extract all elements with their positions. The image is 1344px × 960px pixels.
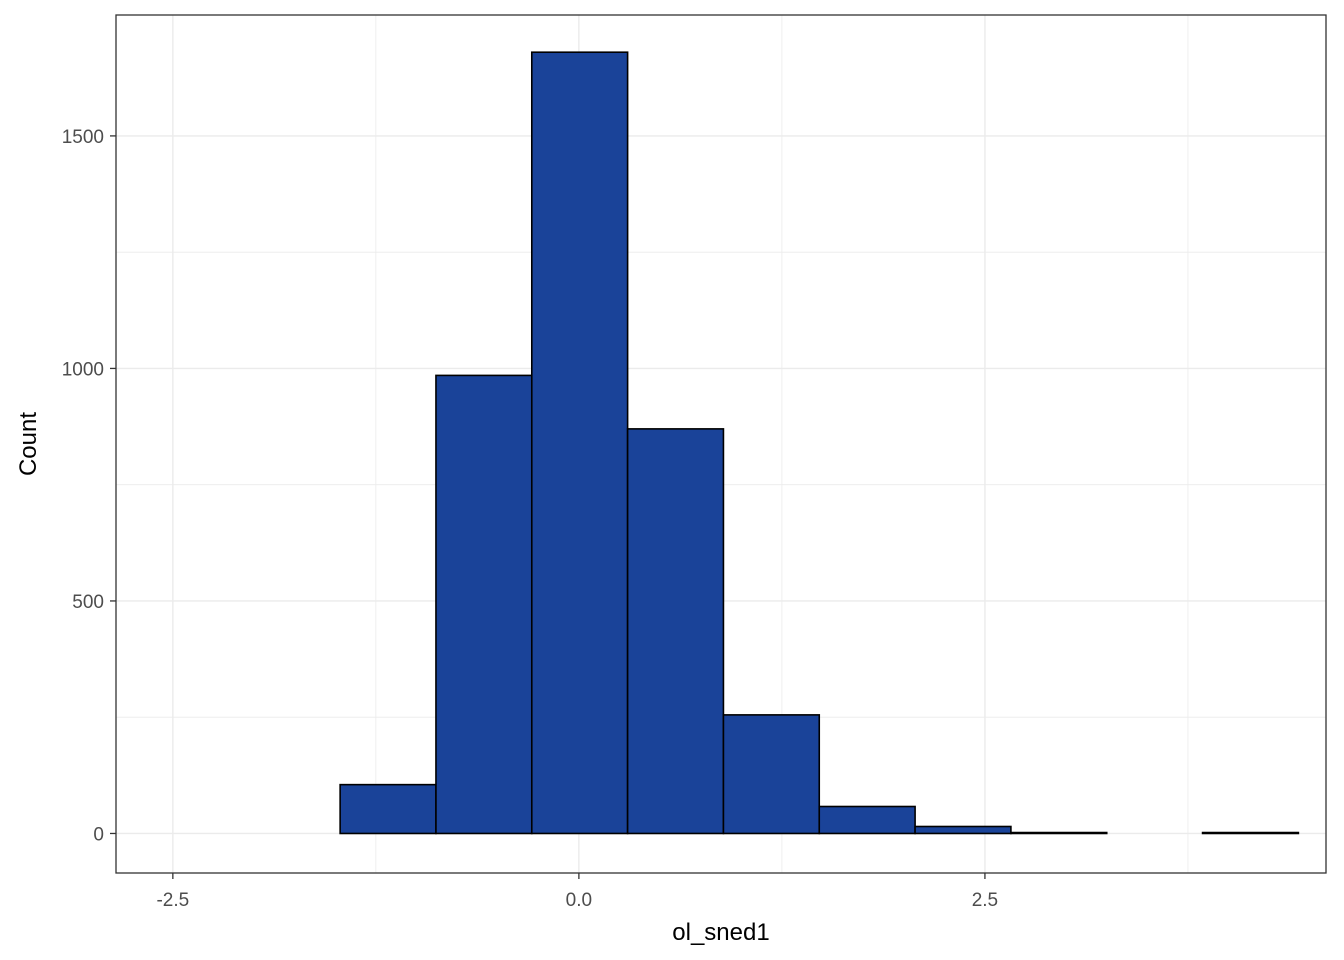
x-axis-title: ol_sned1 xyxy=(672,919,769,946)
y-axis-ticks: 0 500 1000 1500 xyxy=(62,127,116,845)
histogram-bar xyxy=(435,374,533,835)
histogram-bar xyxy=(339,783,437,835)
histogram-bar xyxy=(914,825,1012,835)
histogram-bar xyxy=(530,51,629,835)
y-axis-title: Count xyxy=(15,412,42,476)
x-tick-label: 2.5 xyxy=(972,890,998,911)
histogram-bar xyxy=(1201,831,1300,835)
histogram-bar xyxy=(626,428,725,835)
histogram-bar xyxy=(818,805,916,835)
x-tick-label: 0.0 xyxy=(566,890,592,911)
x-tick-label: -2.5 xyxy=(156,890,189,911)
y-tick-label: 500 xyxy=(72,592,104,613)
y-tick-label: 1000 xyxy=(62,359,104,380)
y-tick-label: 1500 xyxy=(62,127,104,148)
panel-border xyxy=(115,14,1327,874)
x-axis-ticks: -2.5 0.0 2.5 xyxy=(156,873,998,911)
y-tick-label: 0 xyxy=(93,824,104,845)
histogram-bars xyxy=(339,51,1300,835)
histogram-bar xyxy=(1010,831,1108,835)
histogram-bar xyxy=(722,714,821,835)
